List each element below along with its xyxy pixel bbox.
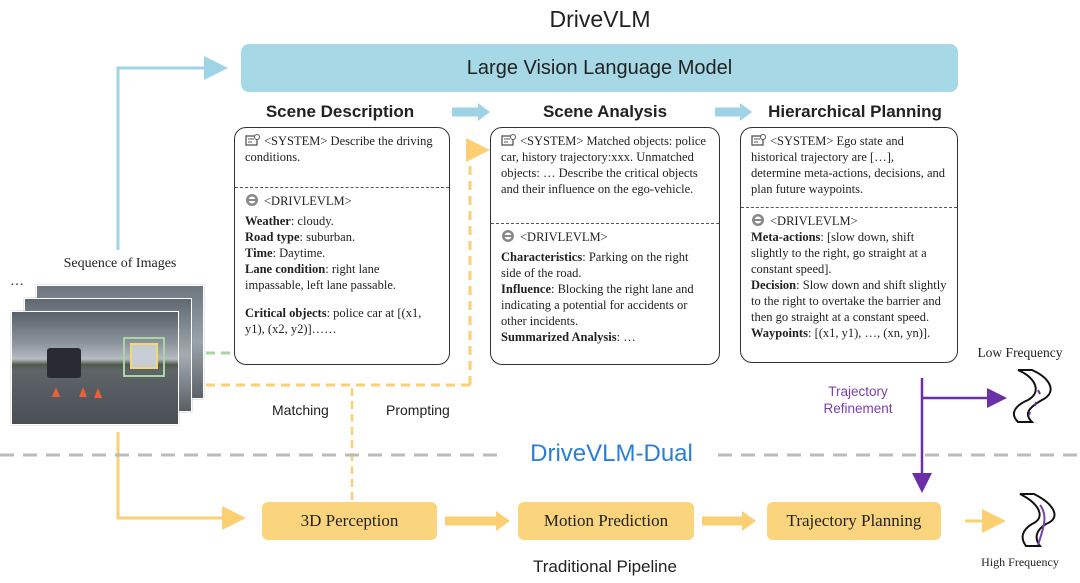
steering-wheel-icon: [751, 213, 766, 226]
trajectory-planning-box: Trajectory Planning: [767, 502, 941, 540]
low-frequency-label: Low Frequency: [977, 345, 1063, 360]
prompting-label: Prompting: [386, 402, 450, 418]
agent-label: <DRIVLEVLM>: [520, 230, 608, 244]
hierarchical-planning-box: <SYSTEM> Ego state and historical trajec…: [740, 127, 958, 363]
system-prompt-icon: [245, 134, 260, 147]
answer-item: Decision: Slow down and shift slightly t…: [751, 278, 947, 324]
scene-analysis-box: <SYSTEM> Matched objects: police car, hi…: [490, 127, 720, 365]
traffic-cone: [94, 388, 102, 398]
suv-car: [47, 348, 81, 378]
answer-item: Time: Daytime.: [245, 246, 326, 260]
more-images-ellipsis: …: [10, 274, 24, 289]
road-icon-low: [1012, 369, 1052, 423]
3d-perception-box: 3D Perception: [262, 502, 437, 540]
system-prompt-icon: [501, 134, 516, 147]
trajectory-refinement-label: Trajectory Refinement: [823, 384, 893, 416]
motion-prediction-box: Motion Prediction: [518, 502, 694, 540]
answer-item: Influence: Blocking the right lane and i…: [501, 282, 694, 328]
stage-hierarchical-planning: Hierarchical Planning: [768, 102, 942, 121]
diagram-title: DriveVLM: [549, 6, 651, 32]
answer-item: Meta-actions: [slow down, shift slightly…: [751, 230, 927, 276]
stage-scene-analysis: Scene Analysis: [542, 102, 668, 121]
system-prompt: <SYSTEM> Matched objects: police car, hi…: [501, 134, 706, 196]
police-car-bbox: [130, 343, 158, 369]
system-prompt: <SYSTEM> Ego state and historical trajec…: [751, 134, 946, 196]
system-prompt: <SYSTEM> Describe the driving conditions…: [245, 134, 433, 164]
image-frame-front: [11, 311, 179, 425]
sequence-label: Sequence of Images: [63, 256, 177, 271]
answer-item: Waypoints: [(x1, y1), …, (xn, yn)].: [751, 326, 931, 340]
steering-wheel-icon: [245, 193, 260, 206]
traffic-cone: [79, 387, 87, 397]
answer-item: Characteristics: Parking on the right si…: [501, 250, 689, 280]
steering-wheel-icon: [501, 229, 516, 242]
pipeline-input-arrow: [116, 432, 246, 530]
answer-item: Lane condition: right lane impassable, l…: [245, 262, 396, 292]
input-arrow: [116, 56, 228, 250]
high-frequency-label: High Frequency: [981, 555, 1059, 569]
answer-item: Summarized Analysis: …: [501, 330, 636, 344]
traditional-pipeline-label: Traditional Pipeline: [533, 557, 677, 576]
matching-label: Matching: [272, 402, 329, 418]
dual-label: DriveVLM-Dual: [530, 440, 693, 467]
system-prompt-icon: [751, 134, 766, 147]
agent-label: <DRIVLEVLM>: [264, 194, 352, 208]
scene-description-box: <SYSTEM> Describe the driving conditions…: [234, 127, 450, 365]
traffic-cone: [52, 387, 60, 397]
answer-item: Weather: cloudy.: [245, 214, 334, 228]
road-icon-high: [1019, 493, 1056, 547]
answer-item: Critical objects: police car at [(x1, y1…: [245, 306, 422, 336]
lvlm-bar: Large Vision Language Model: [241, 44, 958, 92]
matching-bbox: [123, 337, 165, 377]
answer-item: Road type: suburban.: [245, 230, 356, 244]
stage-scene-description: Scene Description: [265, 102, 415, 121]
agent-label: <DRIVLEVLM>: [770, 214, 858, 228]
prompting-arrow: [466, 138, 490, 385]
